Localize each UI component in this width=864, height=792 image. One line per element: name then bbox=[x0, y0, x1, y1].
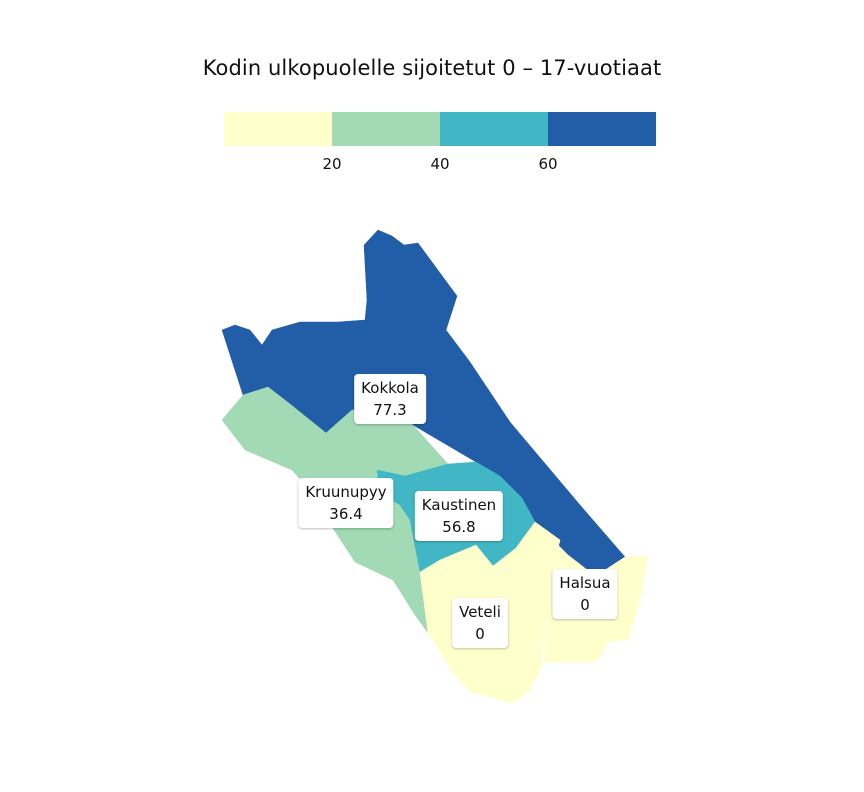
legend-tick-20: 20 bbox=[322, 155, 342, 173]
legend-tick-40: 40 bbox=[430, 155, 450, 173]
label-kaustinen-value: 56.8 bbox=[442, 518, 476, 536]
label-veteli-value: 0 bbox=[475, 625, 485, 643]
legend-bin-40-60 bbox=[440, 112, 548, 146]
label-kokkola-value: 77.3 bbox=[373, 401, 407, 419]
label-halsua-value: 0 bbox=[580, 596, 590, 614]
legend-bin-60-plus bbox=[548, 112, 656, 146]
label-kaustinen-name: Kaustinen bbox=[421, 496, 497, 514]
color-legend bbox=[224, 112, 656, 146]
label-kokkola-name: Kokkola bbox=[361, 379, 419, 397]
map-title: Kodin ulkopuolelle sijoitetut 0 – 17-vuo… bbox=[202, 56, 662, 80]
label-halsua-name: Halsua bbox=[559, 574, 611, 592]
legend-tick-60: 60 bbox=[538, 155, 558, 173]
label-veteli-name: Veteli bbox=[459, 603, 501, 621]
label-kaustinen: Kaustinen 56.8 bbox=[414, 491, 504, 541]
label-veteli: Veteli 0 bbox=[452, 598, 508, 648]
legend-bin-20-40 bbox=[332, 112, 440, 146]
label-kruunupyy: Kruunupyy 36.4 bbox=[298, 478, 394, 528]
legend-bin-0-20 bbox=[224, 112, 332, 146]
label-kruunupyy-name: Kruunupyy bbox=[305, 483, 387, 501]
label-kruunupyy-value: 36.4 bbox=[329, 505, 363, 523]
label-halsua: Halsua 0 bbox=[552, 569, 618, 619]
label-kokkola: Kokkola 77.3 bbox=[354, 374, 426, 424]
